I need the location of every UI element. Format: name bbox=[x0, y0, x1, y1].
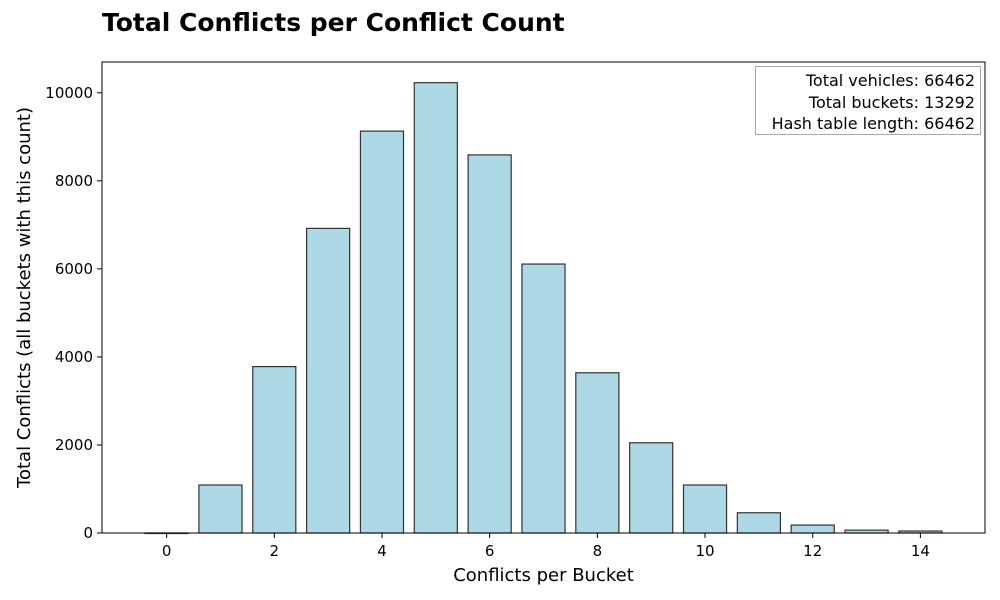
x-tick-label: 6 bbox=[485, 542, 495, 560]
bar-10 bbox=[682, 484, 728, 534]
info-box: Total vehicles: 66462 Total buckets: 132… bbox=[755, 66, 981, 135]
bar-7 bbox=[521, 263, 566, 534]
y-tick-label: 8000 bbox=[55, 172, 93, 190]
x-tick-label: 2 bbox=[270, 542, 280, 560]
bar-11 bbox=[736, 512, 782, 534]
x-tick-label: 12 bbox=[803, 542, 822, 560]
x-tick-label: 4 bbox=[377, 542, 387, 560]
bar-6 bbox=[467, 154, 512, 534]
y-tick-label: 6000 bbox=[55, 260, 93, 278]
annotation-total-buckets: Total buckets: 13292 bbox=[808, 92, 975, 112]
bar-5 bbox=[413, 82, 458, 534]
y-tick-label: 0 bbox=[83, 524, 93, 542]
bar-8 bbox=[575, 372, 620, 534]
x-tick-label: 8 bbox=[593, 542, 603, 560]
annotation-total-vehicles: Total vehicles: 66462 bbox=[805, 71, 975, 90]
bar-3 bbox=[305, 227, 351, 534]
bar-1 bbox=[198, 484, 243, 534]
y-tick-label: 4000 bbox=[55, 348, 93, 366]
y-tick-label: 10000 bbox=[45, 84, 93, 102]
annotation-hash-table-length: Hash table length: 66462 bbox=[771, 114, 975, 133]
plot-frame bbox=[101, 61, 986, 534]
x-tick-label: 0 bbox=[162, 542, 172, 560]
y-axis-label: Total Conflicts (all buckets with this c… bbox=[14, 107, 35, 489]
x-tick-label: 14 bbox=[911, 542, 930, 560]
x-tick-label: 10 bbox=[695, 542, 714, 560]
bar-4 bbox=[359, 130, 405, 534]
bar-12 bbox=[790, 524, 835, 534]
chart-title: Total Conflicts per Conflict Count bbox=[102, 8, 565, 37]
x-axis-label: Conflicts per Bucket bbox=[453, 565, 634, 586]
bar-2 bbox=[252, 366, 297, 534]
bar-9 bbox=[629, 442, 674, 534]
y-tick-label: 2000 bbox=[55, 436, 93, 454]
